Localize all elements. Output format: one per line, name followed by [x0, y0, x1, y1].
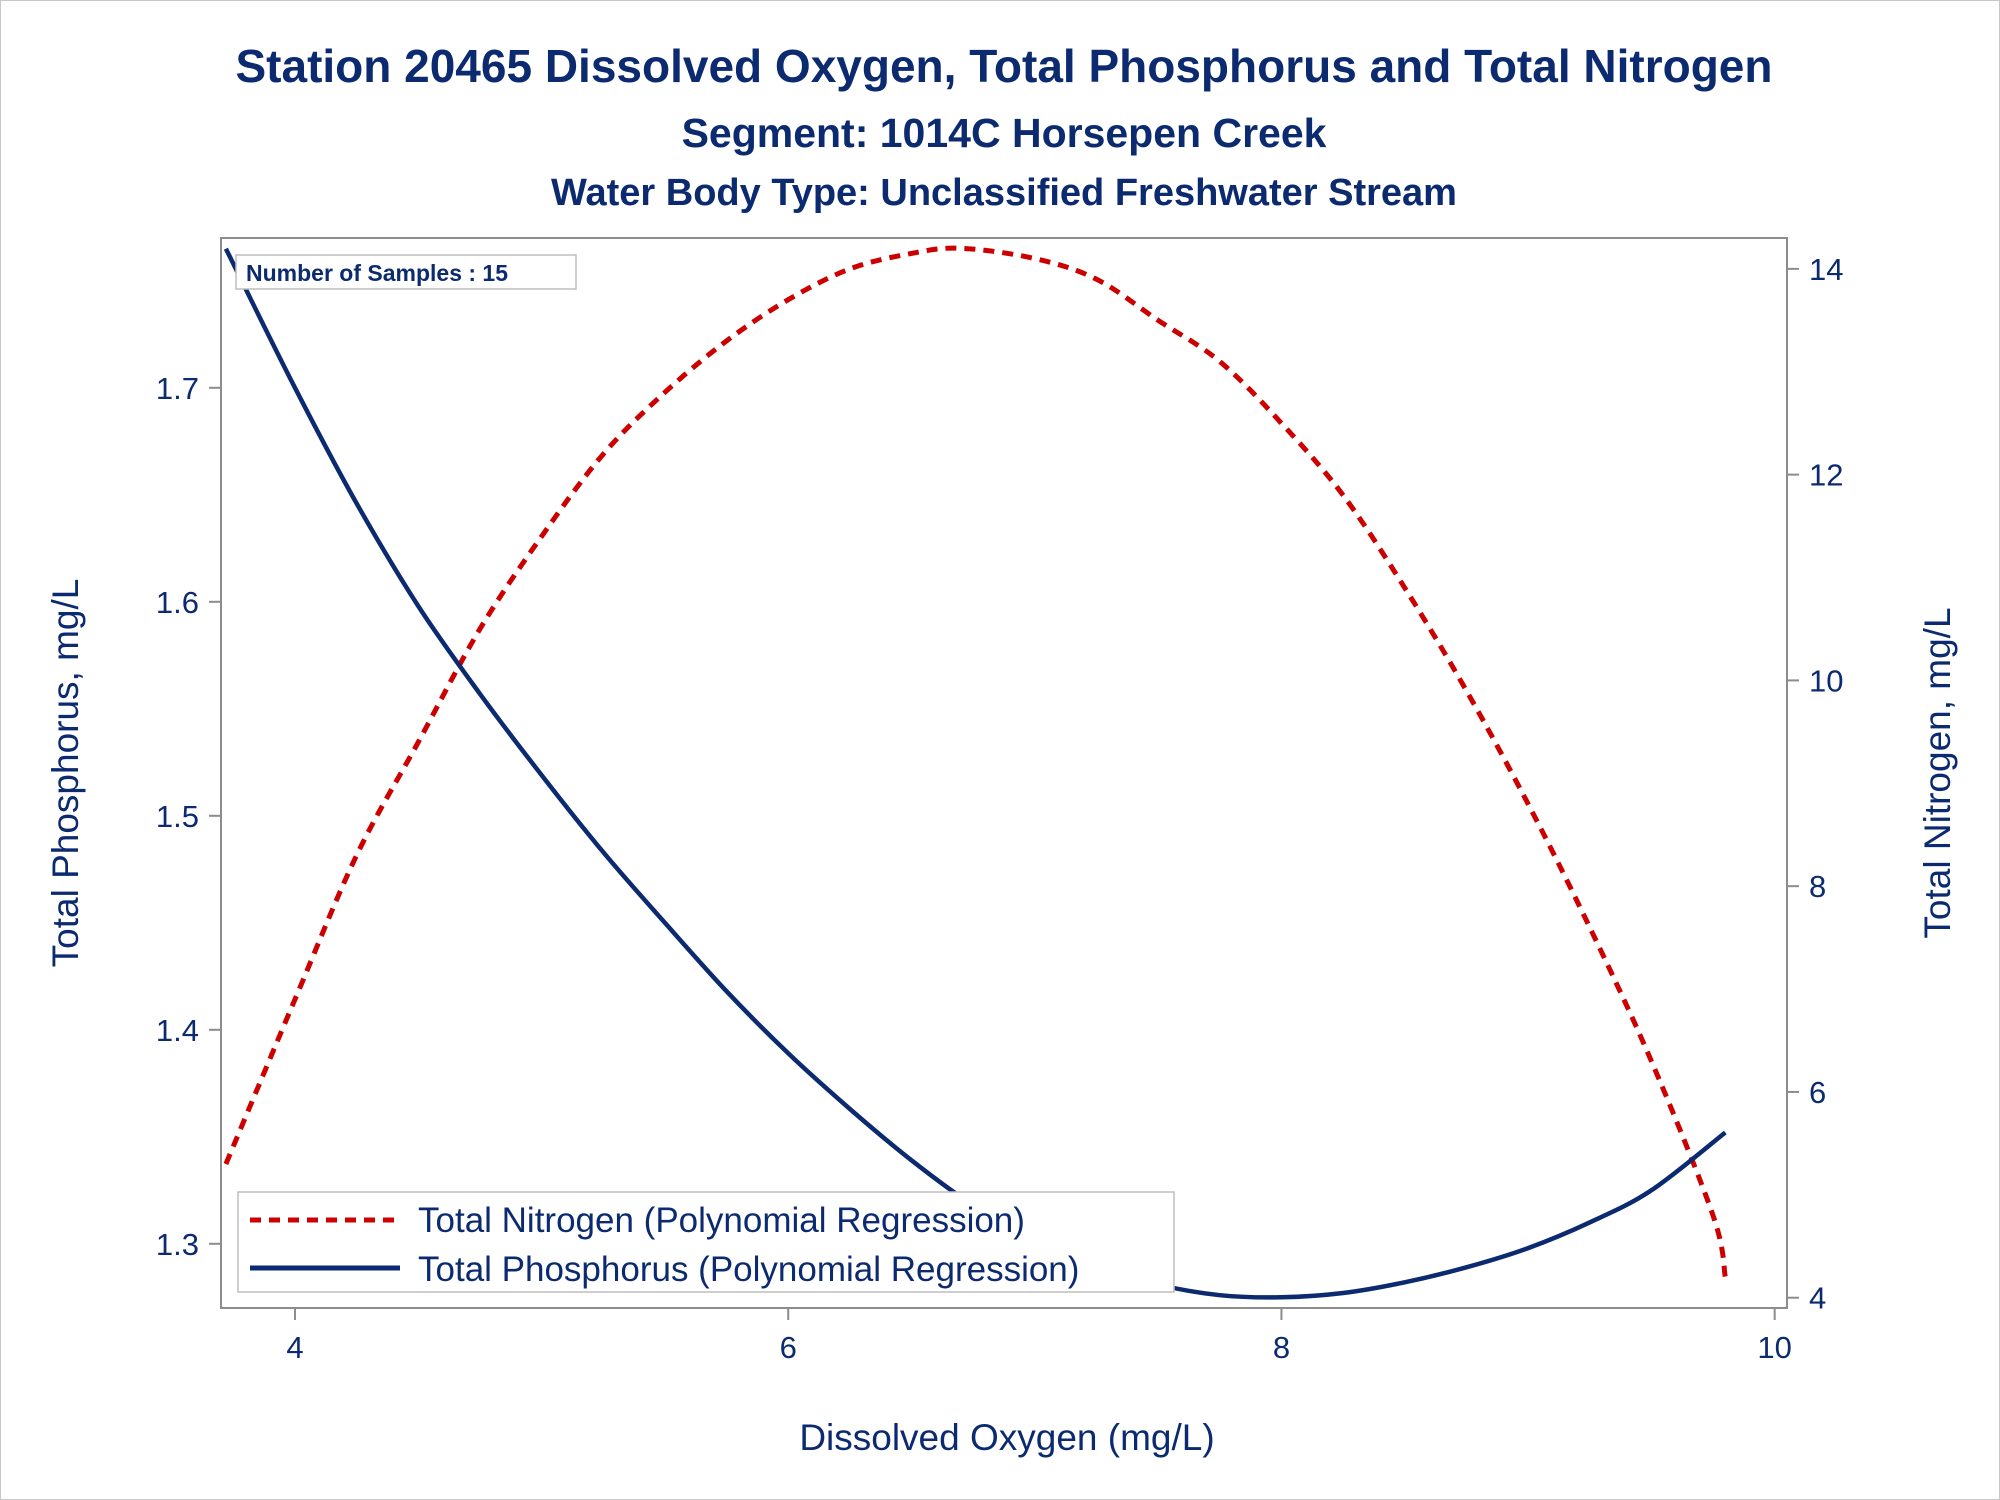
series-layer — [223, 245, 1728, 1300]
y-left-tick-label: 1.4 — [156, 1013, 199, 1048]
y-axis-right: 4 6 8 10 12 14 — [1787, 252, 1843, 1316]
y-axis-left: 1.3 1.4 1.5 1.6 1.7 — [156, 371, 221, 1262]
series-line-phosphorus — [223, 247, 1727, 1300]
y-right-tick-label: 4 — [1809, 1281, 1826, 1316]
series-line-nitrogen — [223, 245, 1728, 1278]
plot-area — [220, 237, 1788, 1309]
legend-box — [237, 1191, 1175, 1293]
sample-count-inset: Number of Samples : 15 — [235, 254, 577, 290]
x-tick-label: 10 — [1757, 1330, 1791, 1365]
legend: Total Nitrogen (Polynomial Regression) T… — [237, 1191, 1175, 1293]
chart-subtitle-2: Water Body Type: Unclassified Freshwater… — [551, 172, 1457, 214]
legend-label-nitrogen: Total Nitrogen (Polynomial Regression) — [418, 1201, 1025, 1240]
y-axis-right-label: Total Nitrogen, mg/L — [1917, 607, 1958, 938]
y-left-tick-label: 1.6 — [156, 585, 199, 620]
y-left-tick-label: 1.3 — [156, 1227, 199, 1262]
y-right-tick-label: 14 — [1809, 252, 1843, 287]
y-right-tick-label: 6 — [1809, 1075, 1826, 1110]
chart-title: Station 20465 Dissolved Oxygen, Total Ph… — [235, 40, 1772, 92]
sample-count-box — [235, 254, 577, 290]
x-axis: 4 6 8 10 — [286, 1308, 1792, 1365]
x-tick-label: 8 — [1273, 1330, 1290, 1365]
chart-subtitle: Segment: 1014C Horsepen Creek — [682, 110, 1327, 156]
x-tick-label: 4 — [286, 1330, 303, 1365]
y-right-tick-label: 8 — [1809, 869, 1826, 904]
y-right-tick-label: 12 — [1809, 458, 1843, 493]
legend-label-phosphorus: Total Phosphorus (Polynomial Regression) — [418, 1250, 1079, 1289]
y-right-tick-label: 10 — [1809, 663, 1843, 698]
sample-count-text: Number of Samples : 15 — [246, 260, 508, 286]
y-axis-left-label: Total Phosphorus, mg/L — [45, 579, 86, 968]
x-axis-label: Dissolved Oxygen (mg/L) — [799, 1417, 1214, 1458]
y-left-tick-label: 1.5 — [156, 799, 199, 834]
y-left-tick-label: 1.7 — [156, 371, 199, 406]
x-tick-label: 6 — [780, 1330, 797, 1365]
